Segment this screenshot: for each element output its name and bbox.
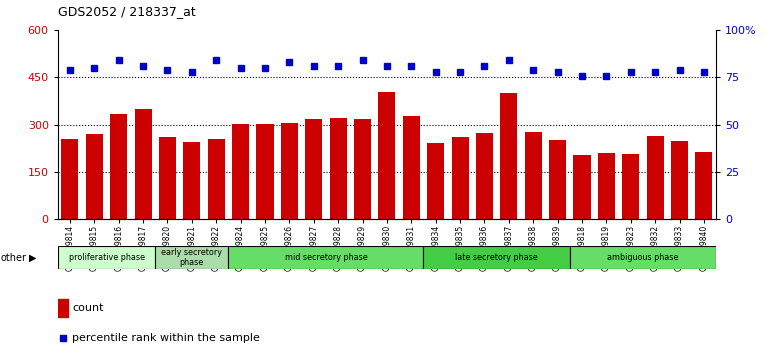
Text: other: other [1,253,27,263]
Text: GDS2052 / 218337_at: GDS2052 / 218337_at [58,5,196,18]
Text: percentile rank within the sample: percentile rank within the sample [72,333,260,343]
Bar [58,246,156,269]
Bar [549,140,566,219]
Bar [570,246,716,269]
Text: count: count [72,303,104,313]
Bar [232,124,249,219]
Bar [695,152,712,219]
Bar [427,143,444,219]
Bar [135,109,152,219]
Bar [110,114,127,219]
Bar [62,139,79,219]
Bar [159,137,176,219]
Bar [524,132,542,219]
Text: ambiguous phase: ambiguous phase [608,253,678,262]
Bar [500,93,517,219]
Bar [256,124,273,219]
Bar [424,246,570,269]
Text: mid secretory phase: mid secretory phase [285,253,367,262]
Bar [330,119,346,219]
Bar [598,153,615,219]
Bar [281,123,298,219]
Bar [378,92,396,219]
Bar [354,119,371,219]
Bar [574,155,591,219]
Bar [671,141,688,219]
Bar [208,139,225,219]
Bar [58,299,68,317]
Bar [229,246,424,269]
Text: early secretory
phase: early secretory phase [162,248,223,267]
Bar [451,137,469,219]
Bar [622,154,639,219]
Bar [403,116,420,219]
Text: late secretory phase: late secretory phase [455,253,538,262]
Bar [476,133,493,219]
Text: ▶: ▶ [29,253,37,263]
Bar [156,246,229,269]
Bar [183,142,200,219]
Bar [305,119,323,219]
Bar [85,134,103,219]
Text: proliferative phase: proliferative phase [69,253,145,262]
Bar [647,136,664,219]
